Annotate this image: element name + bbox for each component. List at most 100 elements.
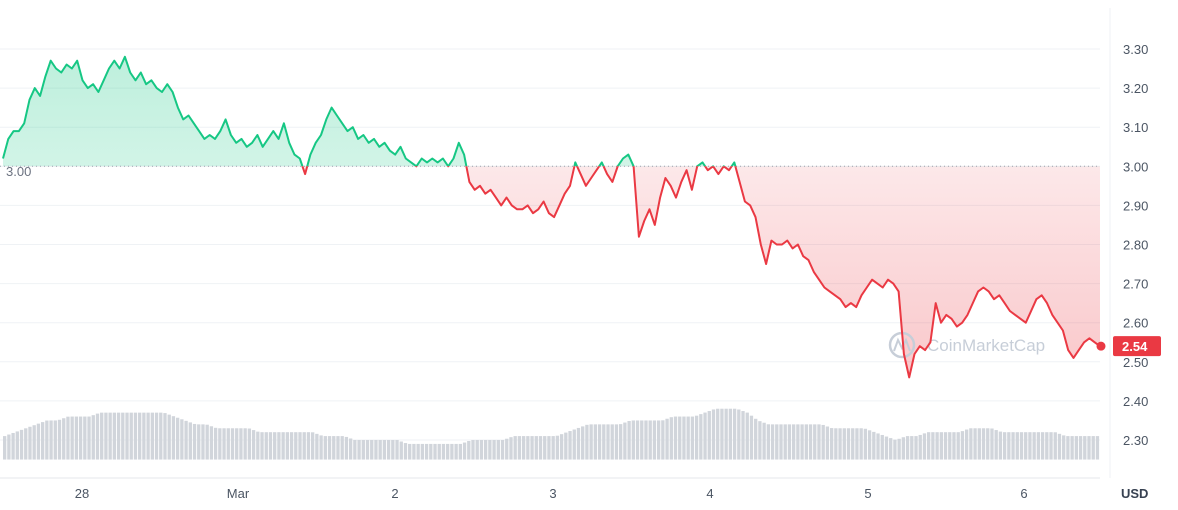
volume-bar [686,416,690,460]
volume-bars [3,408,1100,460]
volume-bar [260,432,264,460]
volume-bar [568,431,572,460]
volume-bar [576,427,581,460]
volume-bar [1083,436,1087,460]
volume-bar [222,428,226,460]
volume-bar [559,434,564,460]
volume-bar [146,412,150,460]
volume-bar [534,436,538,460]
volume-bar [737,409,741,460]
volume-bar [344,436,349,460]
volume-bar [192,423,197,460]
volume-bar [1049,432,1053,460]
volume-bar [893,439,897,460]
volume-bar [547,436,551,460]
volume-bar [150,412,154,460]
volume-bar [889,438,893,460]
volume-bar [813,424,817,460]
volume-bar [83,416,87,460]
volume-bar [370,440,374,460]
volume-bar [294,432,298,460]
volume-bar [703,412,707,460]
volume-bar [184,420,188,460]
volume-bar [3,436,7,460]
volume-bar [483,440,488,460]
y-tick-label: 2.30 [1123,433,1148,448]
current-price-label: 2.54 [1122,339,1148,354]
volume-bar [943,432,948,460]
volume-bar [922,433,927,460]
volume-bar [597,424,602,460]
current-price-badge-bg [1113,336,1161,357]
volume-bar [1015,432,1019,460]
volume-bar [513,436,517,460]
volume-bar [142,412,146,460]
volume-bar [32,425,36,460]
volume-bar [973,428,977,460]
volume-bar [201,424,205,460]
volume-bar [62,418,66,460]
volume-bar [661,420,665,460]
volume-bar [635,420,640,460]
volume-bar [91,415,95,460]
volume-bar [327,436,332,460]
volume-bar [619,424,623,460]
volume-bar [159,412,163,460]
volume-bar [264,432,268,460]
volume-bar [268,432,273,460]
volume-bar [298,432,302,460]
volume-bar [960,431,965,460]
volume-bar [446,443,450,460]
current-price-badge: 2.54 [1113,336,1161,357]
volume-bar [783,424,787,460]
watermark-text: CoinMarketCap [927,336,1045,355]
volume-bar [694,415,699,460]
volume-bar [1032,432,1036,460]
volume-bar [652,420,657,460]
volume-bar [441,443,446,460]
volume-bar [1057,433,1062,460]
volume-bar [121,412,125,460]
volume-bar [273,432,277,460]
volume-bar [758,421,762,460]
volume-bar [395,440,399,460]
volume-bar [821,424,825,460]
volume-bar [133,412,138,460]
volume-bar [104,412,108,460]
volume-bar [416,443,420,460]
volume-bar [374,440,378,460]
volume-bar [956,432,960,460]
volume-bar [859,428,863,460]
volume-bar [935,432,939,460]
volume-bar [606,424,610,460]
volume-bar [931,432,935,460]
volume-bar [285,432,290,460]
volume-bar [880,434,884,460]
y-axis-ticks: 3.30 3.20 3.10 3.00 2.90 2.80 2.70 2.60 2.50 2.40… [1123,42,1148,448]
x-tick-label: Mar [227,486,250,501]
volume-bar [205,424,209,460]
volume-bar [851,428,855,460]
volume-bar [100,412,104,460]
volume-bar [386,440,391,460]
x-tick-label: 3 [549,486,556,501]
volume-bar [319,435,323,460]
volume-bar [1062,435,1066,460]
volume-bar [589,424,593,460]
volume-bar [378,440,382,460]
volume-bar [235,428,239,460]
volume-bar [1070,436,1074,460]
volume-bar [716,408,720,460]
currency-label: USD [1121,486,1148,501]
volume-bar [57,419,62,460]
price-line-down [301,166,1101,379]
volume-bar [927,432,931,460]
volume-bar [15,431,19,460]
volume-bar [281,432,285,460]
volume-bar [247,428,252,460]
volume-bar [213,427,218,460]
volume-bar [593,424,598,460]
volume-bar [745,412,749,460]
volume-bar [804,424,808,460]
